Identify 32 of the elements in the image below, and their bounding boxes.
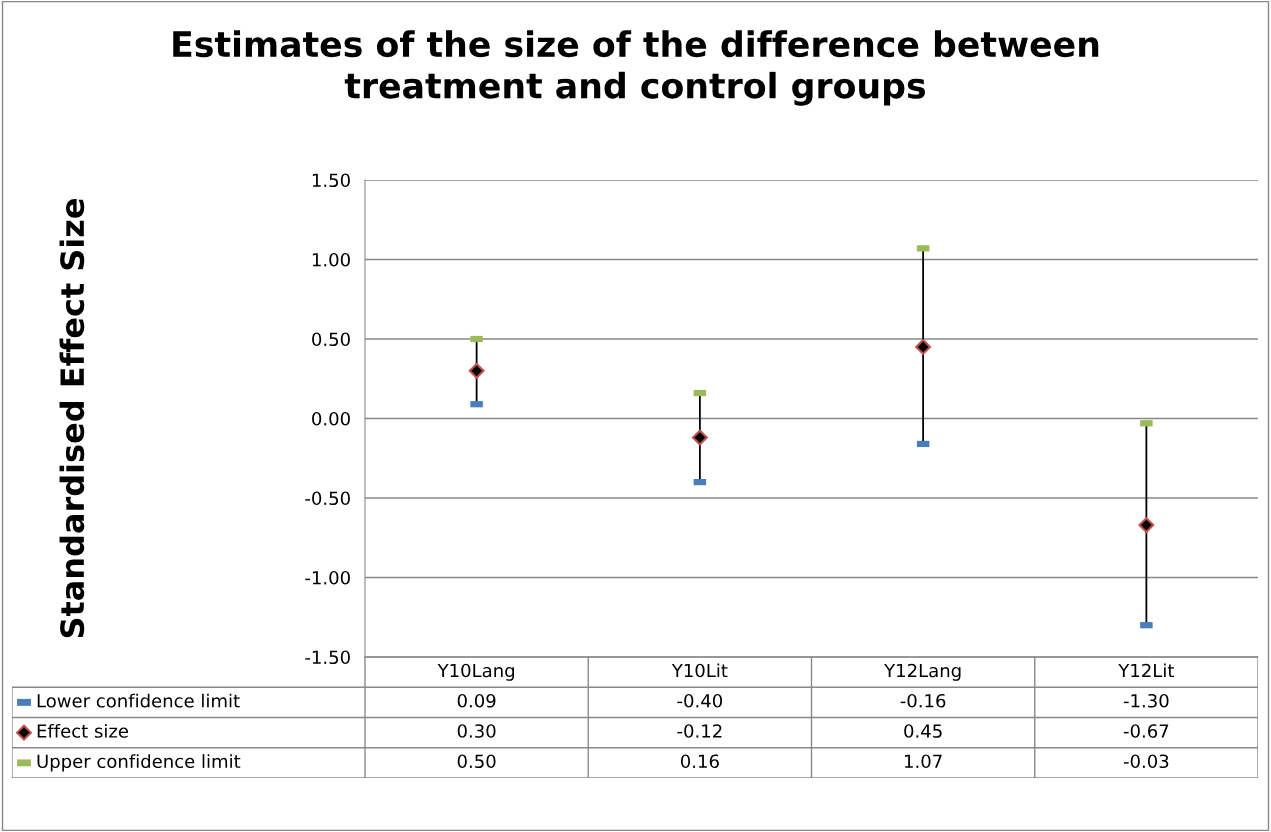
y-tick-label: -0.50 <box>305 491 350 506</box>
point <box>1138 517 1155 533</box>
legend-label: Lower confidence limit <box>37 693 240 708</box>
y-tick-label: 1.50 <box>312 173 350 188</box>
y-tick-label: -1.50 <box>305 650 350 665</box>
data-label: 0.30 <box>457 724 496 738</box>
data-label: 0.16 <box>680 754 719 769</box>
x-tick-label: Y10Lang <box>437 663 514 681</box>
data-label: 0.50 <box>457 754 496 769</box>
y-tick-label: 0.00 <box>312 411 350 426</box>
legend-label: Effect size <box>37 723 129 738</box>
x-tick-label: Y10Lit <box>671 663 728 678</box>
data-label: -0.40 <box>677 693 723 708</box>
x-tick-label: Y12Lit <box>1118 663 1175 678</box>
y-tick-label: 1.00 <box>312 252 350 267</box>
data-label: -1.30 <box>1123 693 1169 708</box>
point <box>915 339 932 355</box>
data-label: -0.67 <box>1123 724 1169 738</box>
data-label: 0.09 <box>457 693 496 708</box>
data-label: 0.45 <box>904 724 942 738</box>
chart-title: Estimates of the size of the difference between treatment and control groups <box>173 30 1099 106</box>
data-label: -0.12 <box>677 724 722 738</box>
data-label: -0.03 <box>1123 754 1169 769</box>
y-tick-label: -1.00 <box>305 570 350 585</box>
data-label: 1.07 <box>905 754 942 769</box>
data-label: -0.16 <box>900 693 946 708</box>
point <box>468 362 485 379</box>
x-tick-label: Y12Lang <box>884 663 961 681</box>
legend-label: Upper confidence limit <box>37 754 241 772</box>
y-tick-label: 0.50 <box>312 332 350 347</box>
text: Standardised Effect Size <box>59 199 85 638</box>
point <box>691 429 708 446</box>
